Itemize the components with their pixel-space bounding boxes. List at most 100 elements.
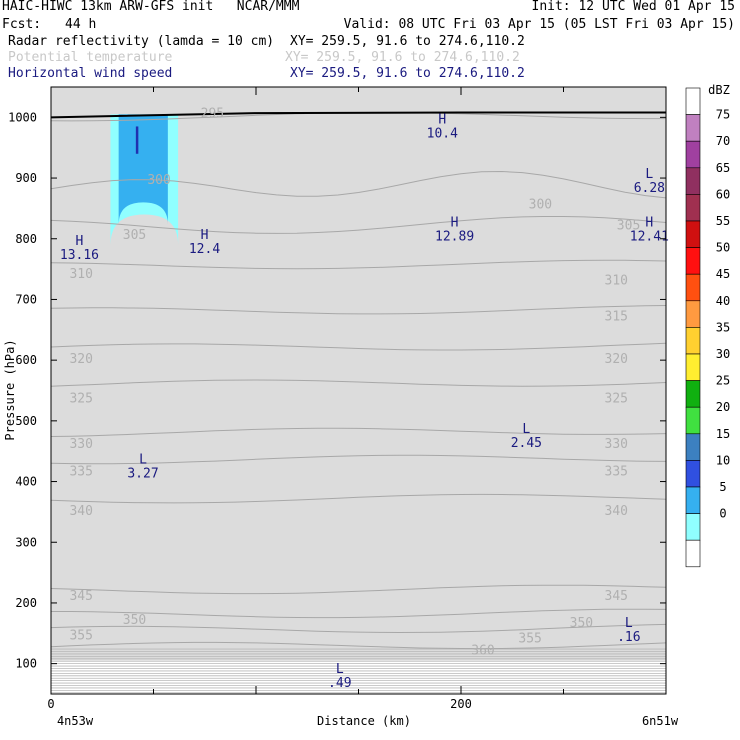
colorbar-level: 65: [716, 161, 730, 175]
surface-line: [51, 111, 666, 119]
wind-extremum-value: 3.27: [127, 466, 158, 481]
y-tick-label: 600: [15, 353, 37, 367]
field-reflectivity-name: Radar reflectivity (lamda = 10 cm): [8, 34, 275, 49]
wind-extremum-letter: L: [625, 616, 633, 631]
colorbar-unit: dBZ: [708, 83, 730, 97]
theta-label: 335: [605, 464, 628, 479]
colorbar-level: 35: [716, 320, 730, 334]
y-tick-label: 100: [15, 657, 37, 671]
theta-label: 305: [123, 228, 146, 243]
wind-extremum-letter: H: [76, 234, 84, 249]
wind-extremum: L.16: [617, 616, 640, 645]
colorbar-level: 45: [716, 267, 730, 281]
theta-contour: [51, 305, 666, 315]
theta-contour: [51, 259, 666, 270]
wind-extremum-value: 12.89: [435, 230, 474, 245]
y-tick-label: 800: [15, 232, 37, 246]
theta-contour: [51, 623, 666, 634]
theta-label: 295: [201, 106, 224, 121]
field-reflectivity-xy: XY= 259.5, 91.6 to 274.6,110.2: [290, 34, 525, 49]
colorbar-swatch: [685, 87, 701, 115]
colorbar-swatch: [685, 327, 701, 355]
wind-extremum-value: 2.45: [511, 436, 542, 451]
field-theta-name: Potential temperature: [8, 50, 173, 65]
colorbar-level: 20: [716, 400, 730, 414]
colorbar-swatch: [685, 406, 701, 435]
y-tick-label: 900: [15, 171, 37, 185]
field-wind-xy: XY= 259.5, 91.6 to 274.6,110.2: [290, 66, 525, 81]
y-tick-label: 300: [15, 535, 37, 549]
colorbar-swatch: [685, 247, 701, 275]
theta-label: 360: [471, 644, 494, 659]
theta-label: 300: [529, 197, 552, 212]
y-tick-label: 1000: [8, 110, 37, 124]
wind-extremum: H13.16: [60, 234, 99, 263]
wind-extremum: H12.89: [435, 216, 474, 245]
theta-label: 345: [605, 589, 628, 604]
theta-label: 305: [617, 219, 640, 234]
colorbar-swatch: [685, 194, 701, 222]
wind-extremum: L3.27: [127, 452, 158, 481]
wind-extremum-value: 13.16: [60, 248, 99, 263]
wind-extremum-letter: L: [139, 452, 147, 467]
wind-extremum: L.49: [328, 662, 351, 691]
colorbar-level: 55: [716, 214, 730, 228]
colorbar-swatch: [685, 486, 701, 514]
x-axis-label: Distance (km): [317, 714, 411, 728]
reflectivity-area: [118, 114, 168, 225]
wind-extremum: L2.45: [511, 422, 542, 451]
plot-title: HAIC-HIWC 13km ARW-GFS init NCAR/MMM: [2, 0, 300, 14]
theta-label: 340: [605, 504, 628, 519]
theta-contour: [51, 493, 666, 504]
colorbar-level: 75: [716, 108, 730, 122]
colorbar-swatch: [685, 433, 701, 461]
theta-label: 325: [69, 392, 92, 407]
theta-label: 355: [69, 628, 92, 643]
theta-contour: [51, 216, 666, 234]
wind-extremum-value: 6.28: [634, 181, 665, 196]
wind-extremum-letter: H: [201, 228, 209, 243]
colorbar-swatch: [685, 140, 701, 169]
y-tick-label: 500: [15, 414, 37, 428]
wind-extremum-letter: L: [522, 422, 530, 437]
x-tick-label: 200: [450, 697, 472, 711]
field-theta-xy: XY= 259.5, 91.6 to 274.6,110.2: [285, 50, 520, 65]
init-time: Init: 12 UTC Wed 01 Apr 15: [531, 0, 736, 14]
wind-extremum-value: .16: [617, 630, 640, 645]
colorbar-swatch: [685, 513, 701, 541]
colorbar-level: 25: [716, 374, 730, 388]
wind-extremum: H12.4: [189, 228, 220, 257]
theta-label: 310: [605, 273, 628, 288]
colorbar-swatch: [685, 300, 701, 328]
theta-label: 350: [123, 613, 146, 628]
forecast-label: Fcst:: [2, 17, 42, 32]
colorbar-swatch: [685, 353, 701, 381]
colorbar-level: 60: [716, 187, 730, 201]
theta-label: 355: [518, 631, 541, 646]
colorbar-level: 50: [716, 241, 730, 255]
colorbar-swatch: [685, 273, 701, 302]
colorbar-swatch: [685, 539, 701, 568]
colorbar-swatch: [685, 220, 701, 248]
wind-extremum-value: .49: [328, 676, 351, 691]
wind-extremum-value: 12.4: [189, 242, 220, 257]
x-end-label: 6n51w: [642, 714, 679, 728]
wind-extremum-letter: H: [451, 216, 459, 231]
theta-label: 300: [147, 173, 170, 188]
colorbar-level: 10: [716, 453, 730, 467]
colorbar-swatch: [685, 460, 701, 488]
wind-extremum-letter: L: [336, 662, 344, 677]
valid-time: Valid: 08 UTC Fri 03 Apr 15 (05 LST Fri …: [343, 17, 735, 32]
colorbar-level: 40: [716, 294, 730, 308]
wind-extremum-letter: H: [438, 112, 446, 127]
colorbar-level: 30: [716, 347, 730, 361]
colorbar-level: 70: [716, 134, 730, 148]
wind-extremum-value: 12.41: [630, 230, 669, 245]
wind-extremum-letter: L: [645, 167, 653, 182]
theta-contour: [51, 379, 666, 387]
theta-label: 330: [69, 437, 92, 452]
theta-label: 345: [69, 589, 92, 604]
theta-contour: [51, 342, 666, 351]
colorbar-level: 0: [719, 507, 726, 521]
